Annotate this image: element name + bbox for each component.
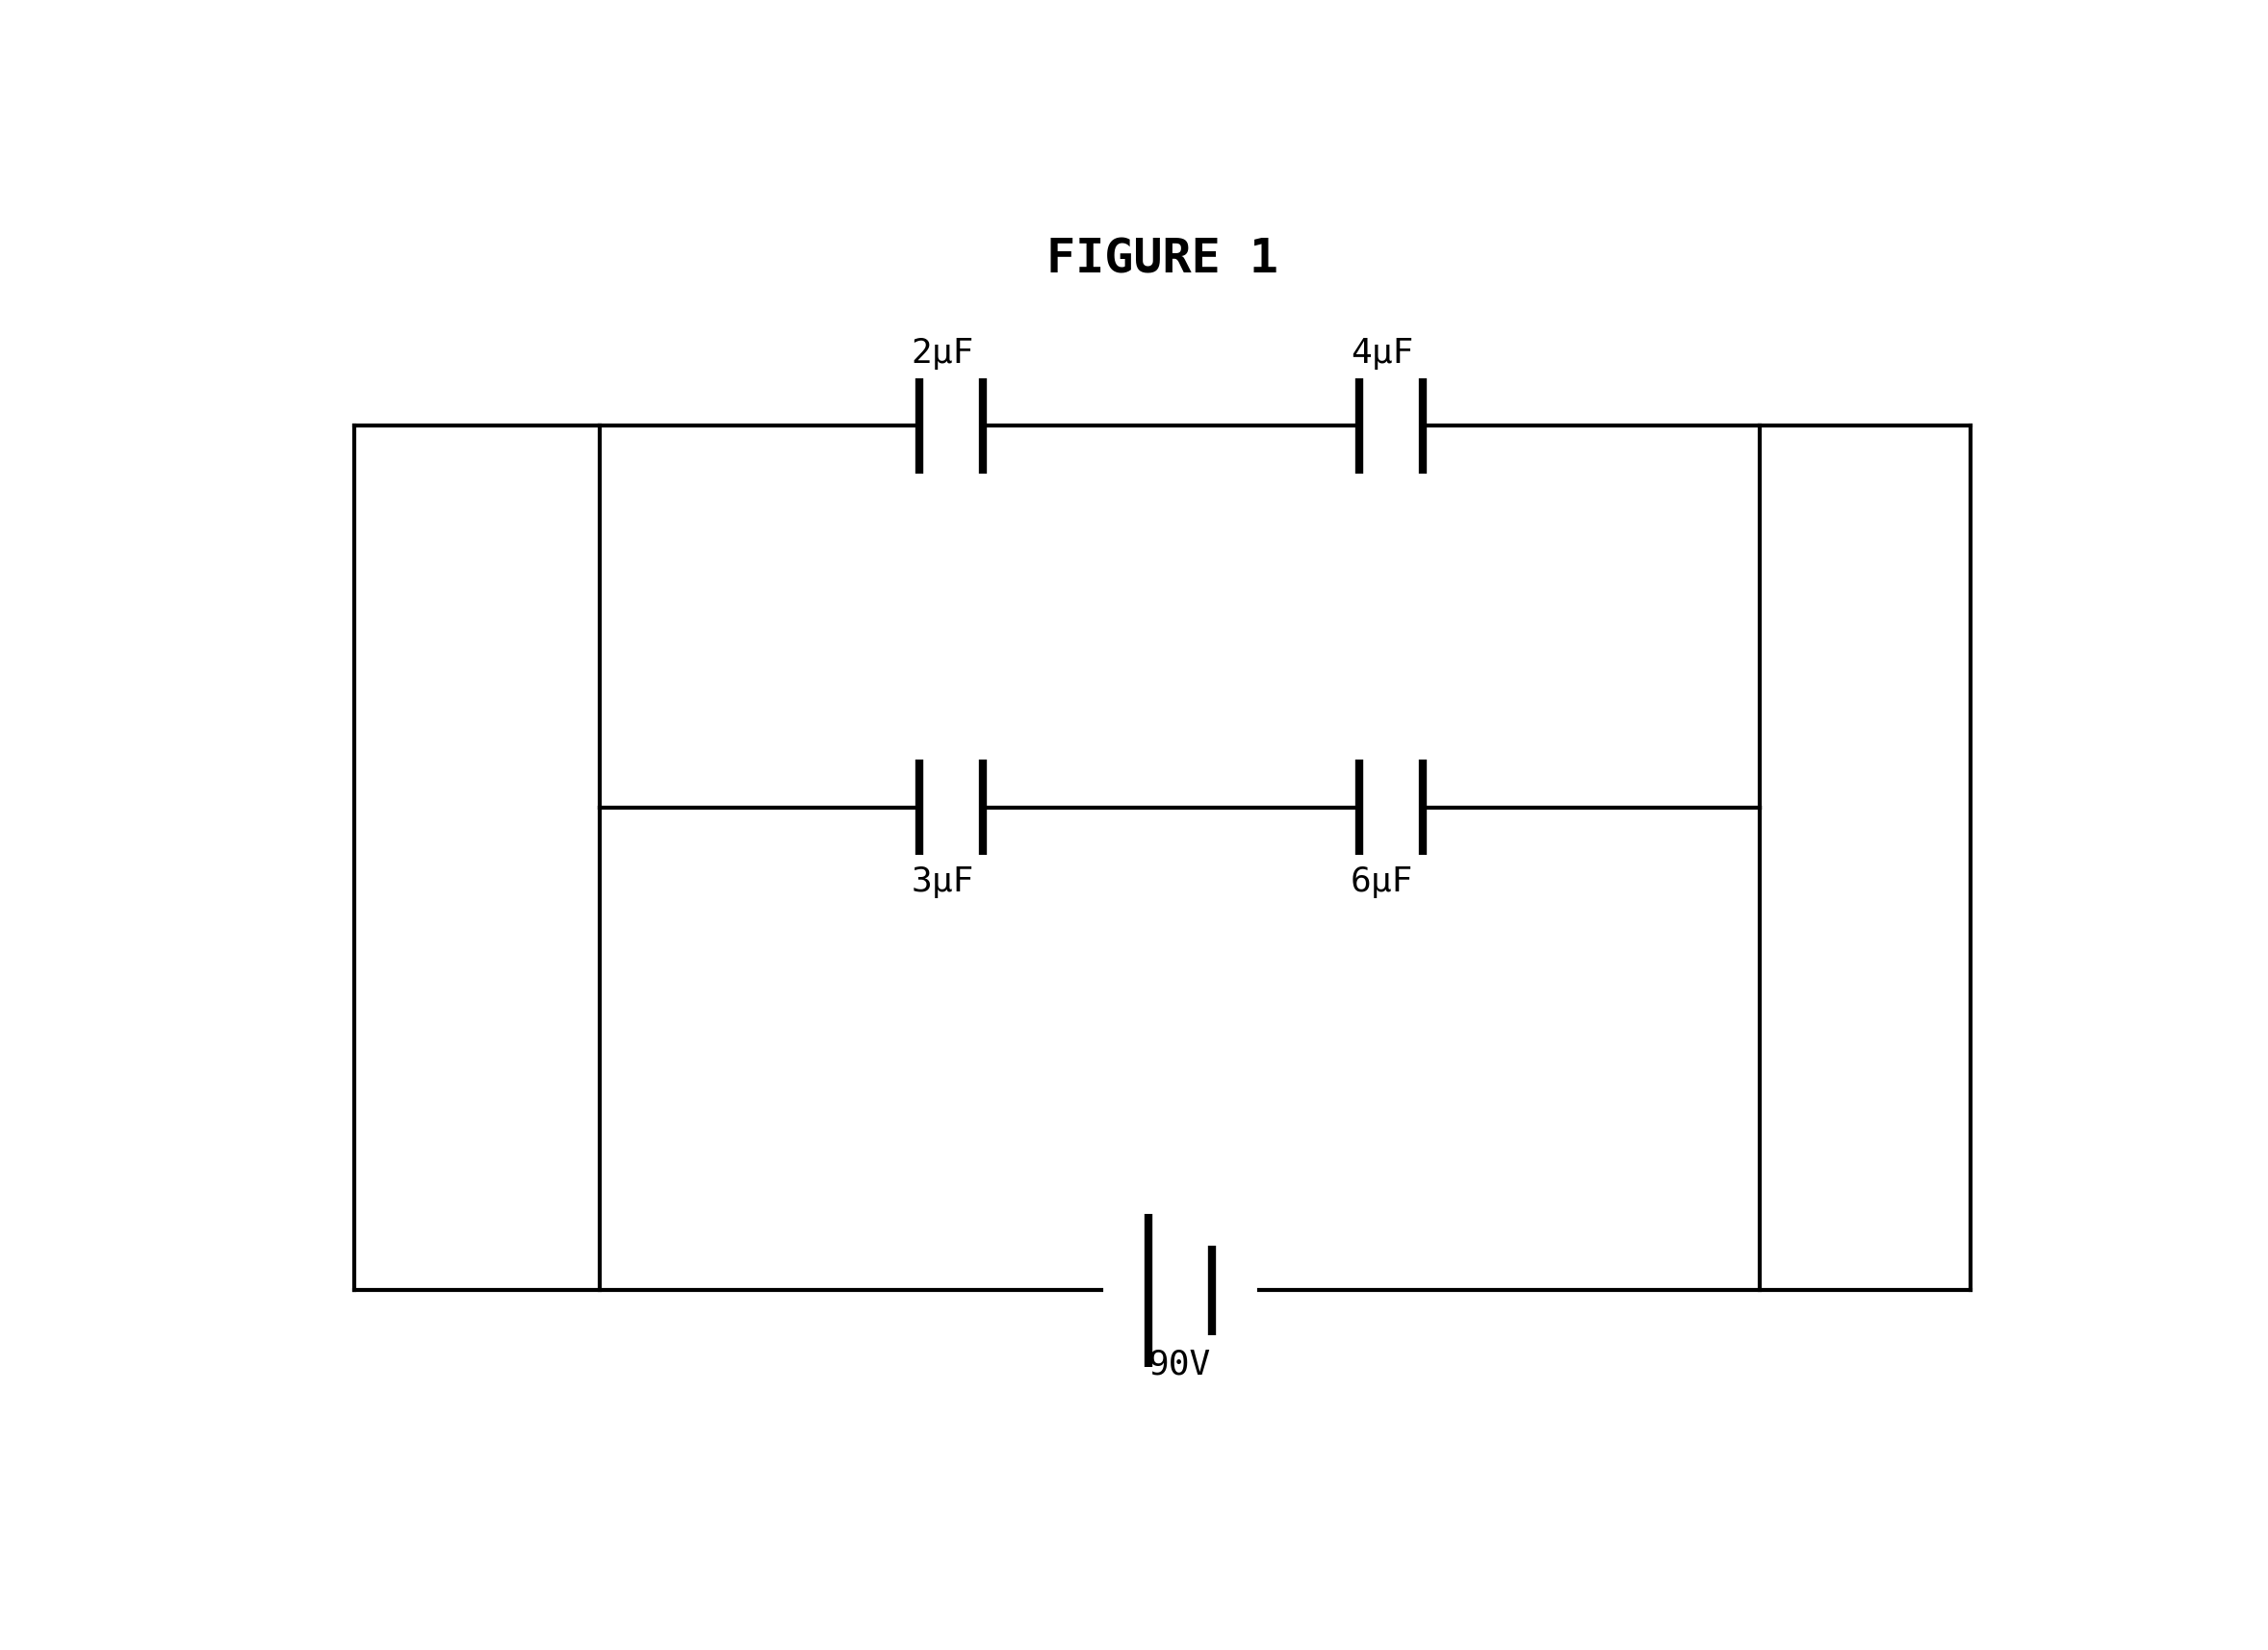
Text: 3μF: 3μF	[912, 865, 973, 898]
Text: 2μF: 2μF	[912, 337, 973, 370]
Text: 90V: 90V	[1148, 1348, 1211, 1381]
Text: 4μF: 4μF	[1352, 337, 1413, 370]
Text: FIGURE 1: FIGURE 1	[1046, 236, 1279, 282]
Text: 6μF: 6μF	[1352, 865, 1413, 898]
